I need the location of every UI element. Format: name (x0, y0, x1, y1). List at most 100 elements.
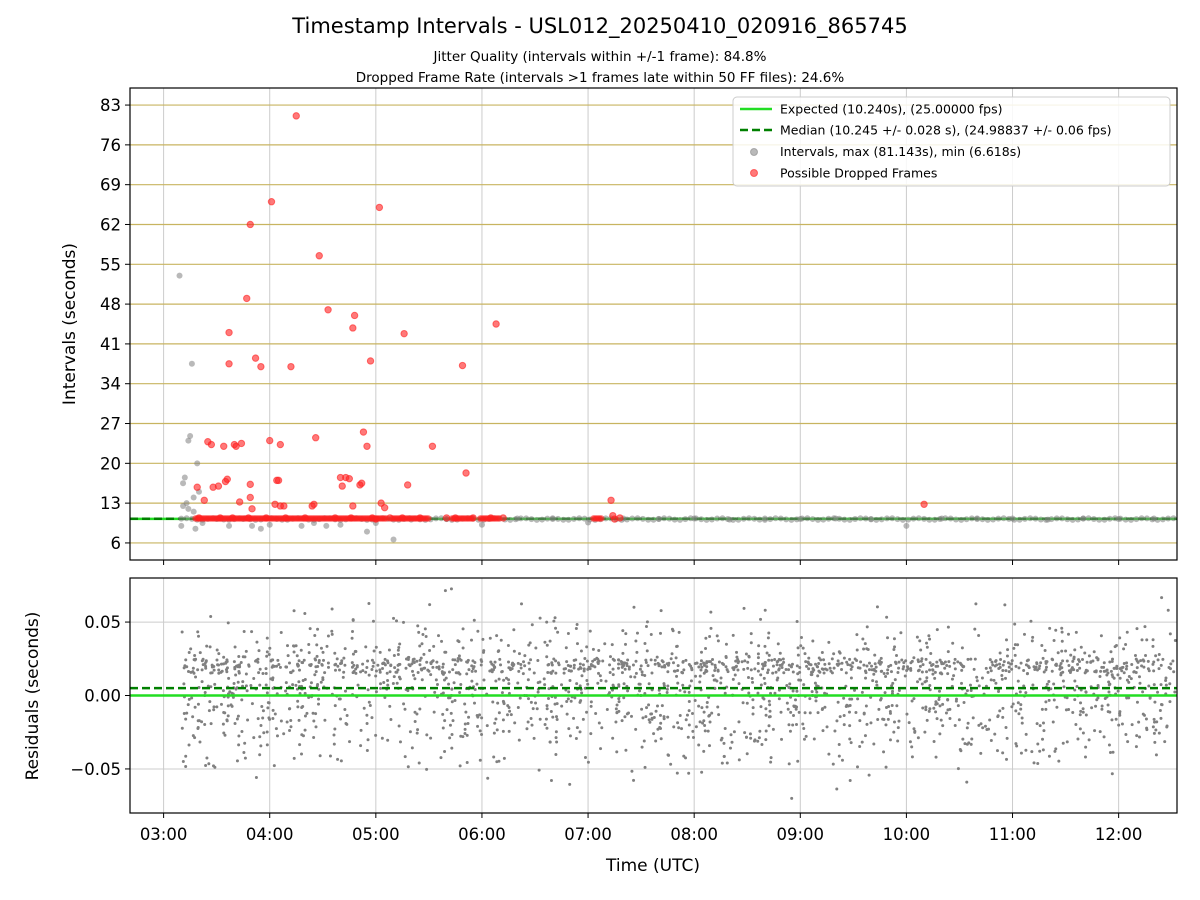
residual-point (550, 663, 554, 667)
residual-point (703, 729, 707, 733)
residual-point (301, 661, 305, 665)
residual-point (769, 760, 773, 764)
dropped-frame-point (280, 502, 288, 510)
residual-point (411, 659, 415, 663)
residual-point (303, 691, 307, 695)
residual-point (530, 623, 534, 627)
residual-point (322, 658, 326, 662)
residual-point (960, 668, 964, 672)
interval-point (565, 516, 572, 523)
residual-point (226, 621, 230, 625)
residual-point (389, 664, 393, 668)
residual-point (212, 708, 216, 712)
residual-point (750, 677, 754, 681)
residual-point (1110, 659, 1114, 663)
residual-point (917, 660, 921, 664)
dropped-frame-point (920, 500, 928, 508)
residual-point (611, 736, 615, 740)
residual-point (896, 739, 900, 743)
residual-point (302, 658, 306, 662)
residual-point (385, 671, 389, 675)
residual-point (991, 663, 995, 667)
residual-point (275, 734, 279, 738)
residual-point (1126, 740, 1130, 744)
residual-point (289, 719, 293, 723)
residual-point (309, 663, 313, 667)
residual-point (397, 675, 401, 679)
residual-point (659, 737, 663, 741)
residual-point (616, 666, 620, 670)
residual-point (203, 661, 207, 665)
residual-point (888, 738, 892, 742)
residual-point (275, 664, 279, 668)
residual-point (699, 659, 703, 663)
residual-point (971, 716, 975, 720)
residual-point (1022, 632, 1026, 636)
residual-point (440, 639, 444, 643)
residual-point (1154, 728, 1158, 732)
residual-point (778, 663, 782, 667)
residual-point (187, 650, 191, 654)
residual-point (787, 723, 791, 727)
residual-point (638, 667, 642, 671)
top-y-tick-label: 20 (100, 454, 121, 473)
residual-point (596, 681, 600, 685)
residual-point (742, 667, 746, 671)
residual-point (962, 664, 966, 668)
residual-point (827, 662, 831, 666)
residual-point (724, 642, 728, 646)
residual-point (816, 711, 820, 715)
interval-point (337, 521, 344, 528)
residual-point (491, 700, 495, 704)
residual-point (680, 727, 684, 731)
residual-point (207, 762, 211, 766)
legend-median-label: Median (10.245 +/- 0.028 s), (24.98837 +… (780, 123, 1111, 138)
residual-point (873, 653, 877, 657)
residual-point (415, 659, 419, 663)
residual-point (265, 636, 269, 640)
residual-point (270, 658, 274, 662)
residual-point (404, 657, 408, 661)
residual-point (910, 755, 914, 759)
residual-point (928, 661, 932, 665)
residual-point (1014, 709, 1018, 713)
residual-point (552, 619, 556, 623)
residual-point (865, 647, 869, 651)
residual-point (256, 660, 260, 664)
residual-point (924, 679, 928, 683)
residual-point (1158, 708, 1162, 712)
residual-point (807, 656, 811, 660)
residual-point (882, 671, 886, 675)
residual-point (967, 741, 971, 745)
residual-point (757, 736, 761, 740)
residual-point (765, 651, 769, 655)
interval-point (539, 516, 546, 523)
residual-point (928, 668, 932, 672)
interval-point (894, 516, 901, 523)
residual-point (836, 659, 840, 663)
residual-point (973, 657, 977, 661)
residual-point (683, 690, 687, 694)
residual-point (941, 702, 945, 706)
residual-point (796, 759, 800, 763)
residual-point (395, 681, 399, 685)
residual-point (655, 655, 659, 659)
residual-point (688, 684, 692, 688)
residual-point (365, 721, 369, 725)
residual-point (751, 706, 755, 710)
residual-point (958, 661, 962, 665)
residual-point (1078, 727, 1082, 731)
residual-point (1127, 675, 1131, 679)
x-tick-label: 08:00 (670, 825, 718, 844)
residual-point (747, 654, 751, 658)
residual-point (815, 690, 819, 694)
residual-point (935, 717, 939, 721)
residual-point (546, 670, 550, 674)
residual-point (374, 690, 378, 694)
interval-point (190, 508, 197, 515)
residual-point (531, 707, 535, 711)
residual-point (260, 705, 264, 709)
residual-point (566, 697, 570, 701)
residual-point (678, 713, 682, 717)
residual-point (441, 662, 445, 666)
